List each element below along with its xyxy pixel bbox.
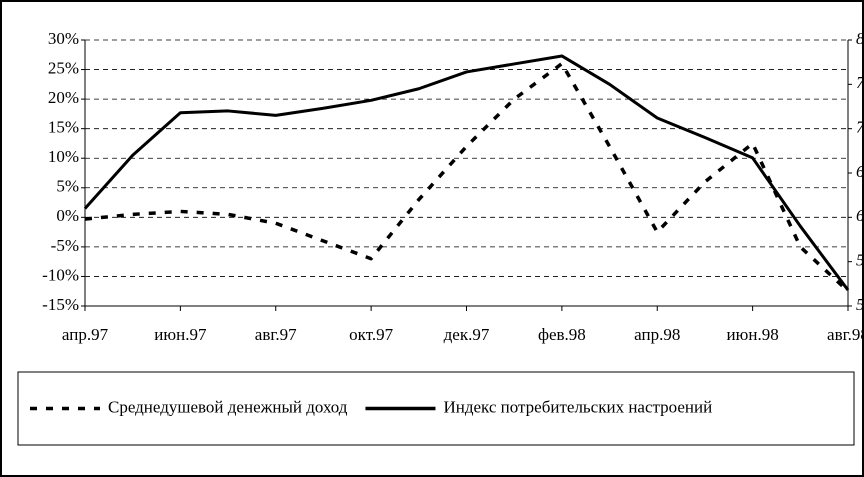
x-tick-label: авг.98 — [827, 325, 864, 344]
y2-tick-label: 70 — [856, 118, 864, 137]
y-tick-label: -15% — [42, 295, 79, 314]
y-tick-label: 30% — [48, 29, 79, 48]
y-tick-label: 0% — [56, 206, 79, 225]
y-tick-label: 20% — [48, 88, 79, 107]
y2-tick-label: 65 — [856, 162, 864, 181]
x-tick-label: июн.98 — [727, 325, 779, 344]
x-tick-label: окт.97 — [349, 325, 393, 344]
y-tick-label: -10% — [42, 265, 79, 284]
x-tick-label: июн.97 — [154, 325, 207, 344]
y-tick-label: 15% — [48, 118, 79, 137]
legend-box — [17, 371, 855, 446]
x-tick-label: авг.97 — [255, 325, 297, 344]
y-tick-label: 10% — [48, 147, 79, 166]
series-line — [84, 61, 850, 293]
y2-tick-label: 55 — [856, 251, 864, 270]
x-tick-label: фев.98 — [538, 325, 586, 344]
x-tick-label: апр.98 — [634, 325, 680, 344]
y-tick-label: -5% — [51, 236, 79, 255]
y-tick-label: 25% — [48, 58, 79, 77]
legend-label: Индекс потребительских настроений — [443, 397, 712, 416]
legend-label: Среднедушевой денежный доход — [108, 397, 348, 416]
x-tick-label: дек.97 — [444, 325, 490, 344]
x-tick-label: апр.97 — [62, 325, 109, 344]
y-tick-label: 5% — [56, 177, 79, 196]
y2-tick-label: 80 — [856, 29, 864, 48]
y2-tick-label: 75 — [856, 73, 864, 92]
y2-tick-label: 50 — [856, 295, 864, 314]
y2-tick-label: 60 — [856, 206, 864, 225]
series-line — [83, 54, 850, 291]
